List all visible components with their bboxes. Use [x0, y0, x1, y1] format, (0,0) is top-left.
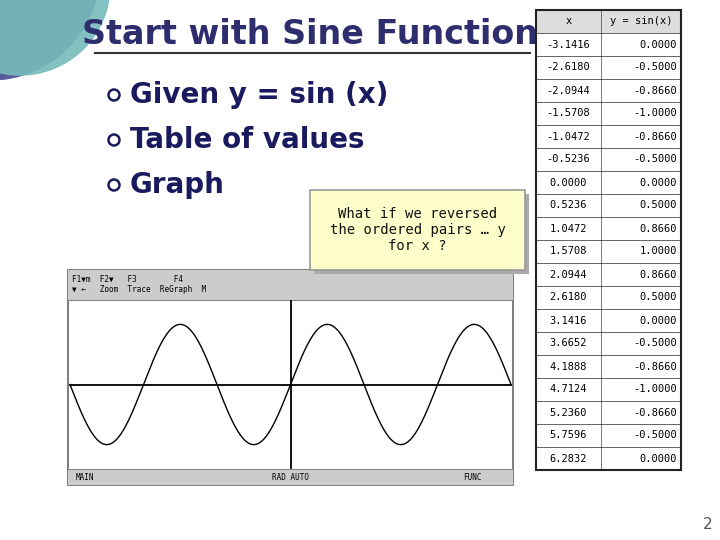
- Bar: [536, 56, 681, 79]
- Text: 1.0000: 1.0000: [639, 246, 677, 256]
- Text: -1.5708: -1.5708: [546, 109, 590, 118]
- Text: -2.6180: -2.6180: [546, 63, 590, 72]
- Text: What if we reversed
the ordered pairs … y
for x ?: What if we reversed the ordered pairs … …: [330, 207, 505, 253]
- Text: 0.0000: 0.0000: [550, 178, 588, 187]
- Text: MAIN: MAIN: [76, 472, 94, 482]
- Text: 0.5000: 0.5000: [639, 293, 677, 302]
- Text: Start with Sine Function: Start with Sine Function: [82, 18, 538, 51]
- Bar: [536, 125, 681, 148]
- Text: 0.0000: 0.0000: [639, 178, 677, 187]
- Bar: [536, 171, 681, 194]
- Text: F1▼m  F2▼   F3        F4: F1▼m F2▼ F3 F4: [72, 274, 183, 284]
- Text: -0.5000: -0.5000: [634, 154, 677, 165]
- Text: -0.8660: -0.8660: [634, 408, 677, 417]
- Bar: [536, 447, 681, 470]
- Bar: [68, 469, 513, 485]
- Text: -0.5000: -0.5000: [634, 63, 677, 72]
- Bar: [536, 148, 681, 171]
- Text: y = sin(x): y = sin(x): [610, 17, 672, 26]
- Text: 0.5236: 0.5236: [550, 200, 588, 211]
- Bar: [536, 355, 681, 378]
- Text: 1.0472: 1.0472: [550, 224, 588, 233]
- Text: -0.8660: -0.8660: [634, 132, 677, 141]
- Text: -0.8660: -0.8660: [634, 361, 677, 372]
- Text: 2: 2: [703, 517, 713, 532]
- Bar: [536, 424, 681, 447]
- Bar: [536, 263, 681, 286]
- Text: FUNC: FUNC: [463, 472, 482, 482]
- Bar: [536, 286, 681, 309]
- Bar: [536, 217, 681, 240]
- Bar: [314, 194, 529, 274]
- Text: 0.8660: 0.8660: [639, 224, 677, 233]
- Text: 6.2832: 6.2832: [550, 454, 588, 463]
- Bar: [536, 332, 681, 355]
- Bar: [536, 79, 681, 102]
- Text: -1.0472: -1.0472: [546, 132, 590, 141]
- Text: 0.0000: 0.0000: [639, 454, 677, 463]
- Text: Graph: Graph: [130, 171, 225, 199]
- Text: 5.7596: 5.7596: [550, 430, 588, 441]
- Bar: [68, 270, 513, 300]
- Text: 2.6180: 2.6180: [550, 293, 588, 302]
- Text: 0.0000: 0.0000: [639, 315, 677, 326]
- Bar: [536, 10, 681, 470]
- Bar: [536, 378, 681, 401]
- Text: -3.1416: -3.1416: [546, 39, 590, 50]
- Text: Table of values: Table of values: [130, 126, 364, 154]
- Text: 3.1416: 3.1416: [550, 315, 588, 326]
- Text: -0.5000: -0.5000: [634, 430, 677, 441]
- Text: RAD AUTO: RAD AUTO: [272, 472, 309, 482]
- Text: -0.5000: -0.5000: [634, 339, 677, 348]
- Bar: [536, 240, 681, 263]
- Text: x: x: [565, 17, 572, 26]
- Bar: [536, 33, 681, 56]
- Bar: [536, 401, 681, 424]
- Bar: [68, 270, 513, 485]
- Text: 0.8660: 0.8660: [639, 269, 677, 280]
- Circle shape: [0, 0, 100, 80]
- Text: -0.5236: -0.5236: [546, 154, 590, 165]
- Circle shape: [0, 0, 110, 75]
- Text: 4.1888: 4.1888: [550, 361, 588, 372]
- Bar: [310, 190, 525, 270]
- Bar: [536, 10, 681, 33]
- Bar: [536, 194, 681, 217]
- Bar: [536, 102, 681, 125]
- Text: 0.5000: 0.5000: [639, 200, 677, 211]
- Text: -1.0000: -1.0000: [634, 109, 677, 118]
- Bar: [536, 309, 681, 332]
- Text: 0.0000: 0.0000: [639, 39, 677, 50]
- Text: 2.0944: 2.0944: [550, 269, 588, 280]
- Text: Given y = sin (x): Given y = sin (x): [130, 81, 388, 109]
- Text: 1.5708: 1.5708: [550, 246, 588, 256]
- Text: ▼ ←   Zoom  Trace  ReGraph  M: ▼ ← Zoom Trace ReGraph M: [72, 286, 206, 294]
- Text: 3.6652: 3.6652: [550, 339, 588, 348]
- Text: 5.2360: 5.2360: [550, 408, 588, 417]
- Text: -0.8660: -0.8660: [634, 85, 677, 96]
- Text: -1.0000: -1.0000: [634, 384, 677, 395]
- Text: 4.7124: 4.7124: [550, 384, 588, 395]
- Text: -2.0944: -2.0944: [546, 85, 590, 96]
